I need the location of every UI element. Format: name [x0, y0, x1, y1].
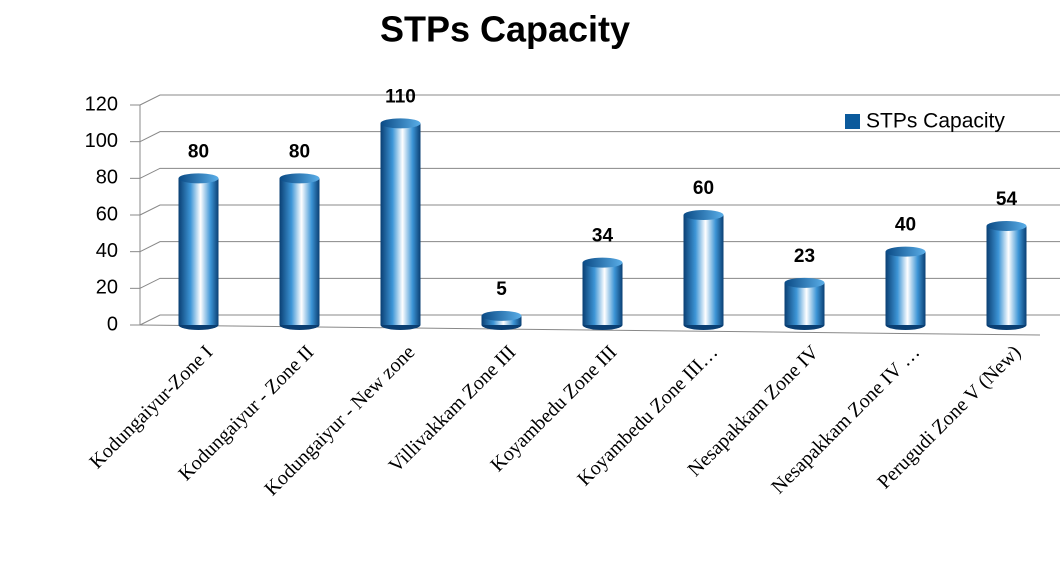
y-tick-label: 120	[85, 93, 118, 115]
bar-top	[279, 173, 320, 184]
value-label: 60	[693, 178, 714, 199]
bar	[986, 226, 1027, 325]
bar	[582, 262, 623, 325]
grid-line	[139, 314, 1060, 326]
value-label: 54	[996, 189, 1018, 210]
grid-line	[139, 241, 1060, 253]
value-label: 110	[385, 86, 416, 107]
bar	[380, 123, 421, 325]
chart-title: STPs Capacity	[380, 9, 630, 50]
value-label: 34	[592, 226, 614, 247]
value-label: 23	[794, 246, 815, 267]
bar	[784, 282, 825, 325]
value-label: 80	[188, 141, 209, 162]
y-tick-label: 0	[107, 313, 118, 335]
bar-top	[380, 118, 421, 129]
y-tick-label: 60	[96, 203, 118, 225]
bar	[178, 178, 219, 325]
bar-top	[885, 246, 926, 257]
bar-top	[683, 210, 724, 220]
y-tick-label: 40	[96, 240, 118, 262]
y-tick-label: 100	[85, 130, 118, 152]
bar	[885, 251, 926, 325]
legend-swatch	[845, 114, 860, 129]
bar-top	[481, 310, 522, 321]
y-tick-label: 20	[96, 277, 118, 299]
grid-line	[139, 167, 1060, 179]
y-tick-label: 80	[96, 167, 118, 189]
value-label: 80	[289, 141, 310, 162]
value-label: 40	[895, 215, 916, 236]
bar-top	[784, 277, 825, 288]
legend-label: STPs Capacity	[866, 110, 1005, 133]
bar-top	[986, 221, 1027, 231]
bar	[683, 215, 724, 325]
grid-line	[139, 277, 1060, 289]
bar-top	[582, 257, 623, 268]
bar	[279, 178, 320, 325]
grid-line	[139, 204, 1060, 216]
bar-top	[178, 173, 219, 184]
value-label: 5	[496, 279, 507, 300]
grid-line	[139, 94, 1060, 106]
grid-line	[139, 131, 1060, 143]
